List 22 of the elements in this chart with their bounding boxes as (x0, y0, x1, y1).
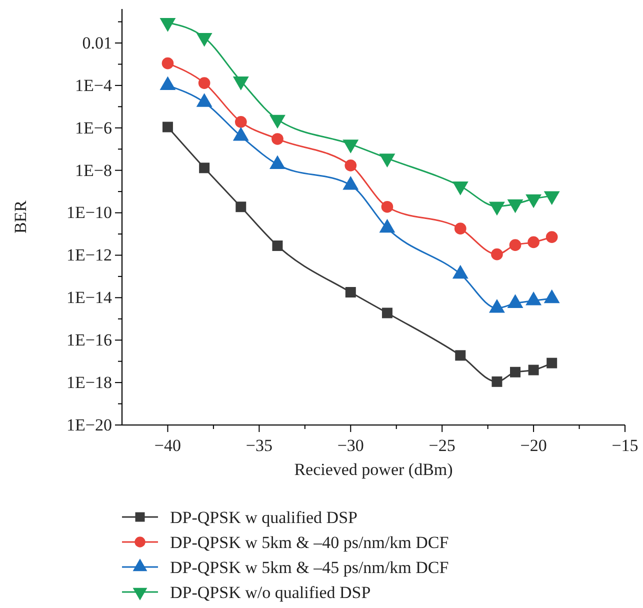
x-tick-label: −20 (520, 436, 547, 455)
y-tick-label: 1E−4 (75, 76, 112, 95)
x-axis-title: Recieved power (dBm) (294, 460, 453, 479)
legend-label: DP-QPSK w/o qualified DSP (170, 582, 371, 602)
legend-label: DP-QPSK w 5km & –45 ps/nm/km DCF (170, 558, 449, 577)
legend-label: DP-QPSK w qualified DSP (170, 508, 358, 527)
y-tick-label: 1E−14 (66, 288, 112, 308)
legend-label: DP-QPSK w 5km & –40 ps/nm/km DCF (170, 532, 449, 552)
y-tick-label: 1E−8 (75, 160, 112, 180)
x-tick-label: −35 (246, 436, 272, 455)
y-tick-label: 1E−16 (66, 330, 112, 350)
y-axis-title: BER (11, 200, 30, 234)
y-tick-label: 1E−18 (66, 372, 112, 392)
y-tick-label: 1E−10 (66, 203, 112, 222)
y-tick-label: 1E−20 (66, 415, 112, 434)
y-tick-label: 1E−6 (75, 118, 112, 138)
x-tick-label: −40 (154, 436, 182, 455)
x-tick-label: −30 (337, 436, 364, 455)
x-tick-label: −25 (428, 436, 456, 455)
y-tick-label: 1E−12 (66, 246, 112, 265)
y-tick-label: 0.01 (82, 33, 112, 52)
x-tick-label: −15 (612, 436, 638, 455)
